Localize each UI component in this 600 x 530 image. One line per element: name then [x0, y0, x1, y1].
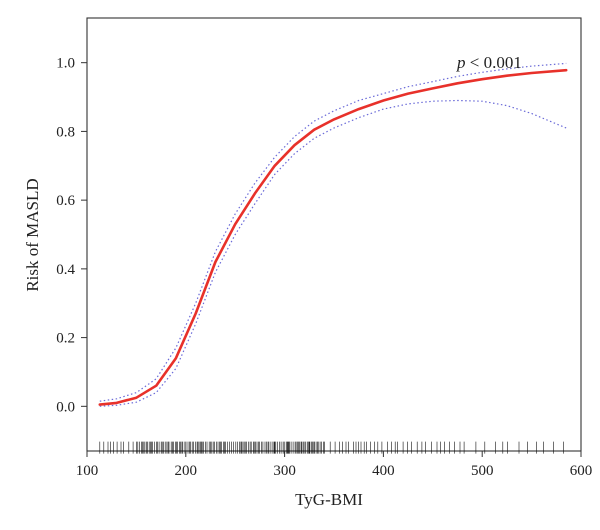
fit-curve — [98, 68, 568, 406]
fit-curve-group — [98, 68, 568, 406]
x-tick-label: 100 — [76, 463, 99, 479]
x-axis-label: TyG-BMI — [295, 490, 363, 509]
confidence-band — [99, 62, 567, 407]
p-value-text: < 0.001 — [466, 53, 522, 72]
p-symbol: p — [456, 53, 466, 72]
x-tick-label: 400 — [372, 463, 395, 479]
y-tick-label: 0.6 — [56, 193, 75, 209]
x-axis: 100 200 300 400 500 600 — [76, 451, 593, 479]
ci-lower-curve — [99, 99, 567, 407]
x-tick-label: 600 — [570, 463, 593, 479]
x-tick-label: 300 — [273, 463, 296, 479]
y-tick-label: 1.0 — [56, 56, 75, 72]
y-tick-label: 0.8 — [56, 124, 75, 140]
ci-upper-curve — [99, 62, 567, 402]
x-tick-label: 500 — [471, 463, 494, 479]
y-axis: 0.0 0.2 0.4 0.6 0.8 1.0 — [56, 56, 87, 415]
rug-plot — [99, 441, 564, 454]
y-tick-label: 0.4 — [56, 262, 75, 278]
plot-frame — [86, 17, 582, 452]
p-value-annotation: p < 0.001 — [456, 53, 522, 72]
y-tick-label: 0.2 — [56, 331, 75, 347]
y-tick-label: 0.0 — [56, 399, 75, 415]
y-axis-label: Risk of MASLD — [23, 178, 42, 291]
x-tick-label: 200 — [175, 463, 198, 479]
